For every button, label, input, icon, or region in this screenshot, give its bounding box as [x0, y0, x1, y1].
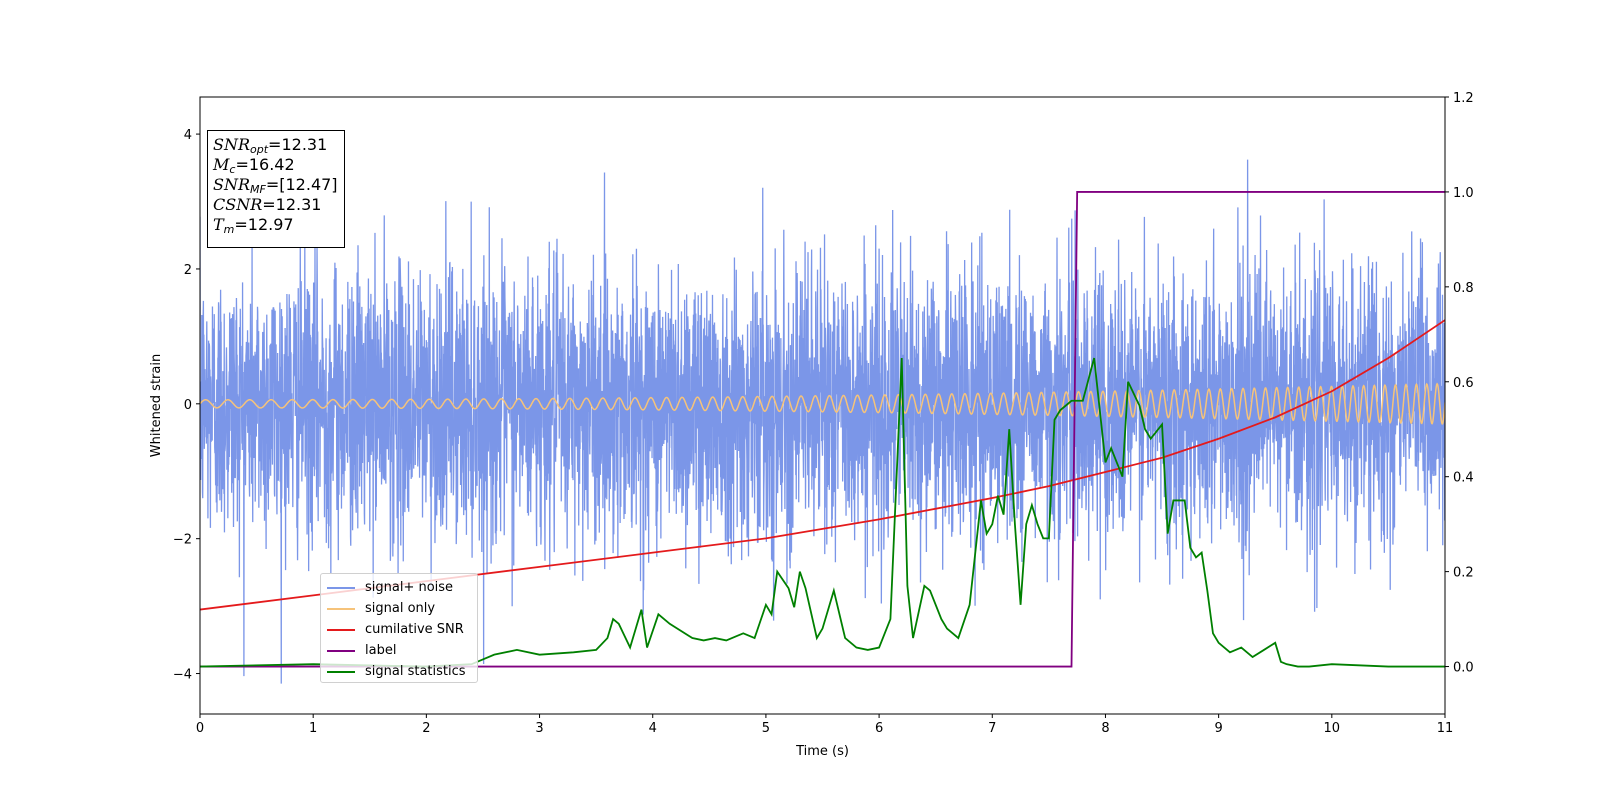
- stats-annotation-box: SNRopt=12.31 Mc=16.42 SNRMF=[12.47] CSNR…: [207, 130, 345, 248]
- y-axis-label: Whitened strain: [149, 354, 164, 457]
- legend-swatch: [327, 586, 355, 589]
- x-tick-label: 4: [649, 721, 657, 736]
- x-axis-label: Time (s): [795, 744, 849, 759]
- x-tick-label: 0: [196, 721, 204, 736]
- series-cumulative-snr: [200, 319, 1445, 611]
- y2-tick-label: 0.6: [1453, 376, 1474, 391]
- x-tick-label: 5: [762, 721, 770, 736]
- legend-label: cumilative SNR: [365, 622, 464, 637]
- y-tick-label: 4: [184, 128, 192, 143]
- stats-mc: Mc=16.42: [213, 155, 295, 176]
- y2-tick-label: 1.2: [1453, 91, 1474, 106]
- y2-axis-ticks: 0.0 0.2 0.4 0.6 0.8 1.0 1.2: [1445, 91, 1474, 676]
- legend-swatch: [327, 649, 355, 652]
- x-tick-label: 7: [988, 721, 996, 736]
- legend-item-signal-only: signal only: [327, 598, 477, 619]
- y-tick-label: 2: [184, 263, 192, 278]
- legend-swatch: [327, 628, 355, 631]
- series-signal-noise: [200, 159, 1445, 684]
- legend-label: label: [365, 643, 397, 658]
- stats-snr-opt: SNRopt=12.31: [213, 135, 328, 156]
- y-tick-label: −4: [173, 668, 192, 683]
- x-tick-label: 11: [1437, 721, 1454, 736]
- plot-frame: [199, 96, 1446, 715]
- y-axis-ticks: −4 −2 0 2 4: [173, 128, 200, 683]
- x-tick-label: 1: [309, 721, 317, 736]
- legend-swatch: [327, 607, 355, 610]
- legend-swatch: [327, 670, 355, 673]
- x-tick-label: 2: [422, 721, 430, 736]
- x-axis-ticks: 0 1 2 3 4 5 6 7 8 9 10 11: [196, 714, 1453, 736]
- chart-legend: signal+ noise signal only cumilative SNR…: [320, 573, 478, 683]
- x-tick-label: 3: [535, 721, 543, 736]
- y-tick-label: 0: [184, 398, 192, 413]
- legend-label: signal+ noise: [365, 580, 454, 595]
- series-signal-only: [200, 382, 1445, 425]
- legend-item-signal-statistics: signal statistics: [327, 661, 477, 682]
- y2-tick-label: 0.0: [1453, 661, 1474, 676]
- y2-tick-label: 0.2: [1453, 566, 1474, 581]
- x-tick-label: 8: [1101, 721, 1109, 736]
- y2-tick-label: 1.0: [1453, 186, 1474, 201]
- legend-item-cumulative-snr: cumilative SNR: [327, 619, 477, 640]
- legend-label: signal only: [365, 601, 436, 616]
- stats-csnr: CSNR=12.31: [213, 195, 322, 214]
- stats-snr-mf: SNRMF=[12.47]: [213, 175, 338, 196]
- y2-tick-label: 0.8: [1453, 281, 1474, 296]
- series-label: [200, 191, 1445, 668]
- y-tick-label: −2: [173, 533, 192, 548]
- stats-tm: Tm=12.97: [213, 215, 294, 236]
- legend-label: signal statistics: [365, 664, 466, 679]
- series-layer: [200, 159, 1445, 684]
- x-tick-label: 10: [1324, 721, 1341, 736]
- legend-item-signal-noise: signal+ noise: [327, 577, 477, 598]
- series-signal-statistics: [200, 357, 1445, 668]
- x-tick-label: 9: [1214, 721, 1222, 736]
- legend-item-label: label: [327, 640, 477, 661]
- x-tick-label: 6: [875, 721, 883, 736]
- y2-tick-label: 0.4: [1453, 471, 1474, 486]
